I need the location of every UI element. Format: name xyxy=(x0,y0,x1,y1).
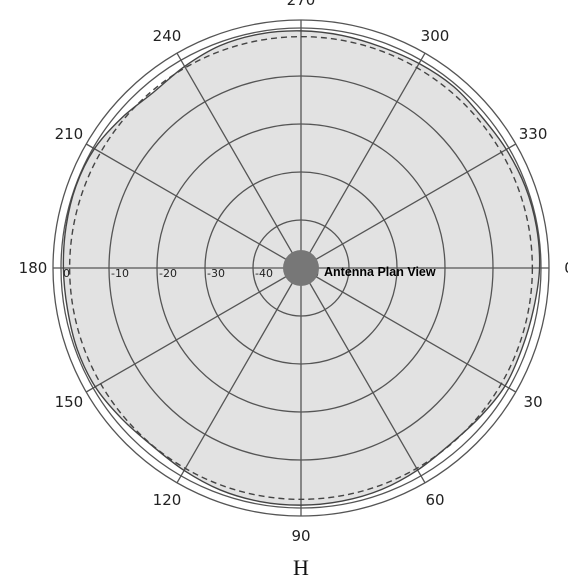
angle-tick-label: 300 xyxy=(421,27,450,45)
label-layer: 0 30 60 90 120 150 180 210 240 270 300 330 0 -10 -20 -3… xyxy=(19,0,568,545)
angle-tick-label: 0 xyxy=(564,259,568,277)
angle-tick-label: 60 xyxy=(425,491,444,509)
radial-tick-label: 0 xyxy=(63,267,70,280)
grid-spoke xyxy=(85,143,302,269)
radial-tick-label: -10 xyxy=(111,267,129,280)
grid-spoke xyxy=(176,267,302,484)
grid-spoke xyxy=(85,267,302,393)
angle-tick-label: 90 xyxy=(291,527,310,545)
center-label: Antenna Plan View xyxy=(324,265,436,279)
grid-spoke xyxy=(300,52,426,269)
grid-spoke xyxy=(300,267,426,484)
measured-pattern-line xyxy=(62,30,541,506)
series-layer xyxy=(62,30,541,506)
center-marker xyxy=(283,250,319,286)
reference-pattern-line xyxy=(68,35,534,501)
angle-tick-label: 150 xyxy=(55,393,84,411)
grid-layer xyxy=(52,19,550,517)
angle-tick-label: 180 xyxy=(19,259,48,277)
radial-tick-label: -30 xyxy=(207,267,225,280)
angle-tick-label: 270 xyxy=(287,0,316,9)
radial-tick-label: -20 xyxy=(159,267,177,280)
angle-tick-label: 120 xyxy=(153,491,182,509)
angle-tick-label: 330 xyxy=(519,125,548,143)
angle-tick-label: 30 xyxy=(524,393,543,411)
grid-spoke xyxy=(300,267,517,393)
footer-label: H xyxy=(293,555,309,580)
angle-tick-label: 210 xyxy=(55,125,84,143)
grid-spoke xyxy=(176,52,302,269)
radial-tick-label: -40 xyxy=(255,267,273,280)
angle-tick-label: 240 xyxy=(153,27,182,45)
grid-spoke xyxy=(300,143,517,269)
